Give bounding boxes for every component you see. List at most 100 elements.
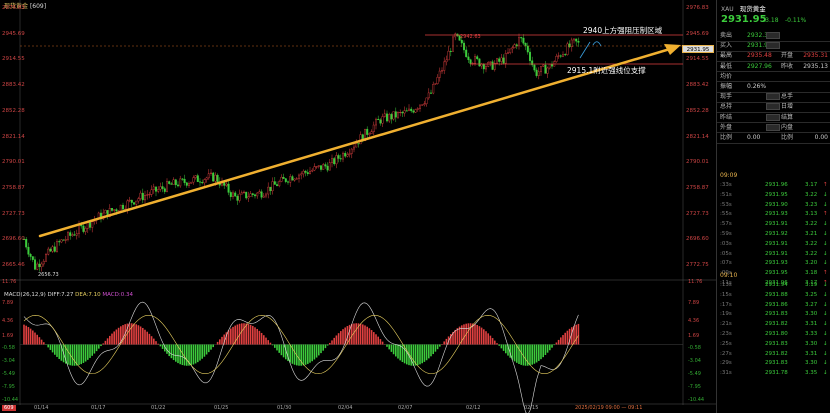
candle-body [478,58,481,67]
tick-volume: 3.22 [805,191,818,198]
candlestick-chart [0,0,716,413]
y-label-right: 2772.75 [686,262,709,268]
quote-value: 2927.96 [747,62,772,70]
tick-volume: 3.30 [805,340,818,347]
candle-body [353,146,356,150]
candle-body [306,172,309,175]
quote-value: 0.00 [747,134,761,141]
candle-body [231,192,234,197]
panel-header: XAU 现货黄金 [721,3,766,13]
tick-time: :17s [720,301,732,308]
tick-time: :31s [720,370,732,377]
candle-body [104,210,107,214]
y-label-left: 2914.55 [2,56,25,63]
candle-body [273,181,276,185]
y-label-left: 2852.28 [2,107,25,114]
candle-body [227,183,230,193]
y-label-right: 2790.01 [686,159,709,166]
chart-title-code: [609] [29,3,47,10]
price-chart[interactable]: 现货黄金 [609] 2976.83 2976.83 2945.69 2945.69 2… [0,0,716,413]
chart-title-name: 现货黄金 [4,3,29,10]
candle-body [214,174,217,182]
quote-row: 比例 0.00 比例 0.00 [717,133,830,142]
candle-body [304,170,307,173]
candle-body [379,119,382,124]
candle-body [537,71,540,76]
tick-time: :13s [720,282,732,288]
quote-label-2: 比例 [781,134,794,141]
candle-body [209,172,212,174]
candle-body [293,178,296,181]
y-label-left: 2758.87 [2,184,25,191]
candle-body [410,108,413,112]
tick-row: :07s 2931.93 3.20 ↓ [717,259,830,268]
candle-body [187,183,190,186]
row-divider [717,91,830,93]
tick-time: :19s [720,311,732,318]
candle-body [82,225,85,232]
quote-row: 昨结 结算 [717,113,830,122]
y-label-left: 2696.60 [2,236,25,243]
candle-body [280,176,283,182]
y-label-right: 2945.69 [686,30,709,37]
quote-label: 外盘 [720,123,733,131]
quote-label: 现手 [720,93,733,101]
candle-body [84,228,87,232]
quote-label: 买入 [720,42,733,50]
trend-line [38,47,672,238]
tick-volume: 3.19 [805,282,818,288]
candle-body [42,260,45,265]
candle-body [269,186,272,192]
tick-row: :15s 2931.88 3.25 ↓ [717,291,830,300]
y-label-right: 2758.87 [686,184,709,191]
trend-arrow-head [664,44,681,55]
tick-row: :17s 2931.86 3.27 ↓ [717,301,830,310]
candle-body [247,196,250,199]
candle-body [467,56,470,60]
candle-body [381,116,384,124]
candle-body [412,110,415,113]
y-label-right: 2883.42 [686,82,709,89]
candle-body [430,92,433,94]
candle-body [443,61,446,71]
candle-body [287,181,290,183]
quote-label-2: 开盘 [781,52,794,60]
candle-body [320,165,323,170]
tick-volume: 3.30 [805,360,818,367]
candle-body [205,177,208,180]
candle-body [542,64,545,67]
tick-price: 2931.91 [765,240,788,247]
candle-body [91,221,94,228]
blue-arrow-up [579,41,591,59]
tick-volume: 3.22 [805,240,818,247]
arrow-down-icon: ↓ [823,350,828,357]
candle-body [504,52,507,64]
arrow-up-icon: ↑ [823,270,828,277]
candle-body [421,104,424,106]
tick-price: 2931.88 [765,291,788,298]
candle-body [192,177,195,183]
x-axis-label: 01/17 [91,405,106,411]
arrow-up-icon: ↑ [823,280,828,286]
candle-body [441,70,444,72]
candle-body [392,111,395,120]
macd-label-left: -5.49 [2,370,15,377]
arrow-down-icon: ↓ [823,360,828,367]
chart-title: 现货黄金 [609] [4,1,46,10]
candle-body [489,61,492,63]
candle-body [31,256,34,260]
candle-body [276,184,279,187]
candle-body [176,184,179,187]
candle-body [168,181,171,184]
candle-body [119,204,122,212]
macd-label-right: -7.95 [688,383,701,390]
candle-body [289,176,292,183]
candle-body [291,176,294,181]
candle-body [135,200,138,205]
arrow-down-icon: ↓ [823,311,828,318]
x-axis-tag: 609 [2,405,16,411]
candle-body [403,110,406,114]
candle-body [309,170,312,175]
x-axis-label: 02/04 [338,405,353,411]
tick-price: 2931.95 [765,191,788,198]
